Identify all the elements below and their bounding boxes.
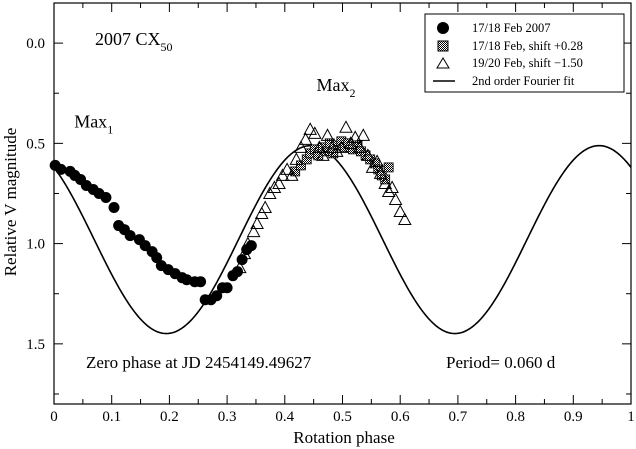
legend-marker-triangle — [436, 57, 450, 69]
legend-marker-square — [437, 40, 449, 52]
data-point-triangle — [250, 216, 264, 230]
data-point-triangle — [280, 162, 294, 175]
data-point-circle — [55, 163, 67, 175]
data-point-triangle — [246, 224, 261, 238]
data-point-triangle — [241, 236, 255, 250]
data-point-triangle — [356, 128, 371, 141]
data-point-triangle — [370, 154, 384, 167]
y-tick-label: 1.0 — [26, 237, 45, 253]
data-point-triangle — [325, 140, 339, 153]
data-point-triangle — [381, 184, 396, 197]
x-tick-label: 0.2 — [160, 409, 179, 425]
y-tick-label: 0.0 — [26, 36, 45, 52]
data-point-circle — [211, 290, 223, 302]
x-axis-title: Rotation phase — [293, 428, 395, 447]
data-point-triangle — [365, 160, 380, 173]
legend-label-0: 17/18 Feb 2007 — [472, 21, 550, 35]
y-tick-label: 1.5 — [26, 337, 45, 353]
data-point-circle — [231, 266, 243, 278]
data-point-triangle — [361, 148, 375, 161]
object-label: 2007 CX50 — [95, 29, 173, 54]
data-point-circle — [124, 230, 136, 242]
y-axis-ticks: 0.0 0.5 1.0 1.5 — [26, 36, 631, 395]
data-point-triangle — [312, 140, 327, 153]
x-axis-ticks: 0 0.1 0.2 0.3 0.4 0.5 0.6 0.7 0.8 0.9 1 — [50, 3, 635, 425]
data-point-triangle — [320, 128, 335, 141]
x-tick-label: 0.9 — [564, 409, 583, 425]
x-tick-label: 0.8 — [506, 409, 525, 425]
x-tick-label: 0.7 — [449, 409, 468, 425]
data-point-circle — [151, 252, 163, 264]
data-point-circle — [100, 191, 112, 203]
annotation-max1: Max1 — [74, 111, 113, 136]
data-point-square — [383, 162, 394, 173]
data-point-triangle — [393, 204, 408, 218]
data-point-triangle — [388, 192, 403, 205]
data-point-triangle — [294, 140, 308, 153]
legend-marker-circle — [437, 22, 449, 34]
legend: 17/18 Feb 2007 17/18 Feb, shift +0.28 19… — [424, 13, 625, 93]
data-point-circle — [195, 276, 207, 288]
data-point-triangle — [385, 180, 399, 193]
x-tick-label: 0.1 — [102, 409, 121, 425]
x-tick-label: 0.3 — [218, 409, 237, 425]
data-point-triangle — [258, 200, 273, 214]
data-point-triangle — [267, 180, 282, 193]
data-point-triangle — [397, 212, 412, 226]
fourier-fit-line — [53, 144, 632, 335]
series-feb17-2007 — [49, 159, 257, 306]
data-point-triangle — [329, 144, 344, 157]
annotation-max2: Max2 — [317, 75, 356, 100]
legend-label-1: 17/18 Feb, shift +0.28 — [472, 39, 583, 53]
period-note: Period= 0.060 d — [446, 353, 556, 372]
x-tick-label: 0.4 — [275, 409, 294, 425]
data-point-triangle — [316, 148, 330, 161]
data-point-triangle — [339, 120, 353, 133]
data-point-triangle — [289, 152, 304, 165]
data-point-triangle — [373, 166, 388, 179]
data-point-triangle — [275, 168, 290, 181]
data-point-triangle — [284, 168, 299, 181]
data-point-triangle — [334, 140, 349, 153]
data-point-triangle — [307, 126, 322, 139]
zero-phase-note: Zero phase at JD 2454149.49627 — [86, 353, 312, 372]
data-point-triangle — [303, 122, 318, 135]
data-point-triangle — [232, 260, 247, 274]
data-point-triangle — [237, 246, 252, 260]
data-point-triangle — [272, 176, 286, 189]
legend-label-2: 19/20 Feb, shift −1.50 — [472, 56, 583, 70]
data-point-triangle — [348, 130, 363, 143]
data-point-triangle — [352, 140, 367, 153]
data-point-circle — [245, 240, 257, 252]
data-point-circle — [108, 202, 120, 214]
legend-box — [424, 13, 625, 93]
y-tick-label: 0.5 — [26, 136, 45, 152]
data-point-triangle — [262, 186, 277, 199]
data-point-triangle — [298, 132, 313, 145]
data-point-triangle — [378, 176, 393, 189]
data-point-circle — [221, 282, 233, 294]
y-axis-title: Relative V magnitude — [1, 128, 20, 277]
x-tick-label: 1 — [627, 409, 635, 425]
data-point-triangle — [343, 136, 358, 149]
x-tick-label: 0.5 — [333, 409, 352, 425]
x-tick-label: 0 — [50, 409, 58, 425]
legend-label-3: 2nd order Fourier fit — [472, 74, 575, 88]
x-tick-label: 0.6 — [391, 409, 410, 425]
data-point-triangle — [254, 206, 269, 220]
series-feb19-shift — [232, 120, 412, 274]
